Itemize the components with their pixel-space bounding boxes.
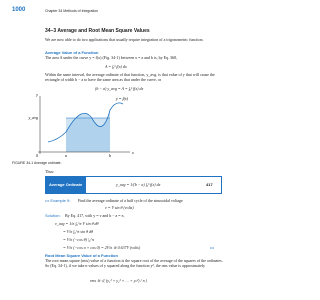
avg-label: y_avg <box>28 115 38 120</box>
paragraph: The area A under the curve y = f(x) (Fig… <box>45 55 178 60</box>
b-label: b <box>109 153 111 158</box>
figure-caption: FIGURE 34-1 Average ordinate. <box>12 161 62 165</box>
page: 1000 Chapter 34 Methods of Integration 3… <box>12 7 223 283</box>
heading: Root Mean Square Value of a Function <box>45 253 118 258</box>
figure: y x y = f(x) y_avg a b 0 <box>28 92 134 158</box>
chapter: Chapter 34 Methods of Integration <box>45 9 99 13</box>
example-label: ••• Example 9: <box>45 198 71 203</box>
solution-line: = V/π (−cos π + cos 0) = 2V/π ≅ 0.637V (… <box>63 245 141 250</box>
box-formula: y_avg = 1/(b − a) ∫ₐᵇ f(x) dx <box>116 182 161 187</box>
formula-box: Average Ordinate y_avg = 1/(b − a) ∫ₐᵇ f… <box>45 176 222 194</box>
a-label: a <box>65 153 67 158</box>
solution-line: = V/π (−cos θ) |₀^π <box>63 237 95 242</box>
heading: Average Value of a Function <box>45 50 99 55</box>
equation-number: 417 <box>206 182 213 187</box>
axis-label: y <box>35 92 38 97</box>
equation: A = ∫ₐᵇ f(x) dx <box>105 64 127 69</box>
paragraph: By Eq. 417, with y = v and b − a = π, <box>65 213 125 218</box>
box-label: Average Ordinate <box>49 182 83 187</box>
paragraph: Within the same interval, the average or… <box>45 72 215 82</box>
origin-label: 0 <box>36 153 38 158</box>
equation: (b − a) y_avg = A = ∫ₐᵇ f(x) dx <box>95 86 144 91</box>
curve <box>47 102 124 143</box>
curve-label: y = f(x) <box>115 96 129 101</box>
paragraph: The root mean square (rms) value of a fu… <box>45 258 223 268</box>
page-number: 1000 <box>12 7 26 13</box>
axis-label: x <box>131 150 134 155</box>
paragraph: Thus: <box>45 169 55 174</box>
paragraph: Find the average ordinate of a half cycl… <box>78 198 183 203</box>
solution-line: = V/π ∫₀^π sin θ dθ <box>63 229 94 234</box>
solution-label: Solution: <box>45 213 61 218</box>
solution-line: v_avg = 1/π ∫₀^π V sin θ dθ <box>55 221 99 226</box>
end-mark: ••• <box>210 245 215 250</box>
equation: v = V sin θ (volts) <box>105 205 134 210</box>
section-title: 34–3 Average and Root Mean Square Values <box>45 28 150 34</box>
equation: rms ≅ √( (y₁² + y₂² + … + yₙ²) / n ) <box>90 278 147 283</box>
box-label-bg <box>46 177 86 193</box>
paragraph: We are now able to do two applications t… <box>45 37 204 42</box>
area <box>66 110 110 152</box>
